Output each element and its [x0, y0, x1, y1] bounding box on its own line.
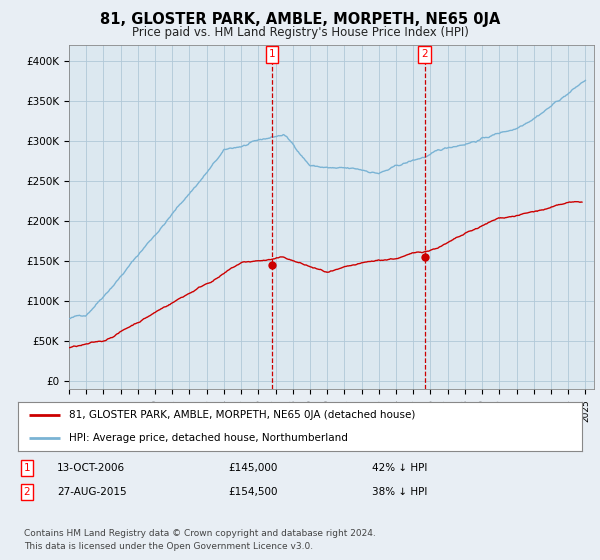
Text: 27-AUG-2015: 27-AUG-2015 [57, 487, 127, 497]
Text: 42% ↓ HPI: 42% ↓ HPI [372, 463, 427, 473]
Text: 1: 1 [23, 463, 31, 473]
Text: 2: 2 [421, 49, 428, 59]
Text: 1: 1 [269, 49, 275, 59]
Text: 38% ↓ HPI: 38% ↓ HPI [372, 487, 427, 497]
Text: HPI: Average price, detached house, Northumberland: HPI: Average price, detached house, Nort… [69, 433, 347, 444]
Text: 2: 2 [23, 487, 31, 497]
Text: £145,000: £145,000 [228, 463, 277, 473]
Text: Price paid vs. HM Land Registry's House Price Index (HPI): Price paid vs. HM Land Registry's House … [131, 26, 469, 39]
Text: 81, GLOSTER PARK, AMBLE, MORPETH, NE65 0JA (detached house): 81, GLOSTER PARK, AMBLE, MORPETH, NE65 0… [69, 410, 415, 421]
Text: 81, GLOSTER PARK, AMBLE, MORPETH, NE65 0JA: 81, GLOSTER PARK, AMBLE, MORPETH, NE65 0… [100, 12, 500, 27]
Text: 13-OCT-2006: 13-OCT-2006 [57, 463, 125, 473]
Text: £154,500: £154,500 [228, 487, 277, 497]
Text: Contains HM Land Registry data © Crown copyright and database right 2024.
This d: Contains HM Land Registry data © Crown c… [24, 529, 376, 550]
